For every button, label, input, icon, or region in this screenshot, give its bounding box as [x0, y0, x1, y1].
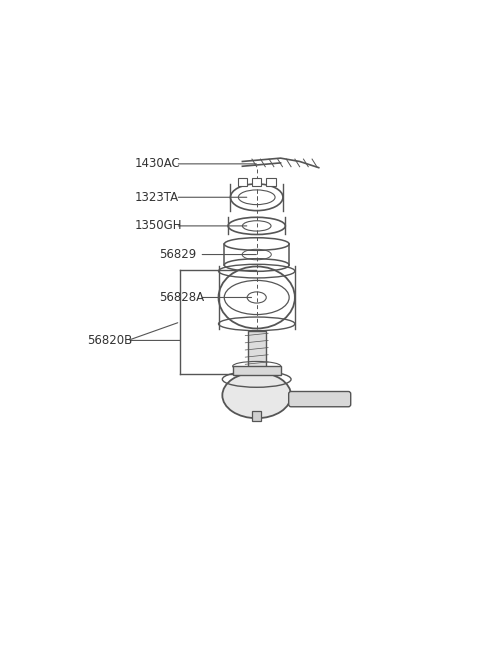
Text: 56828A: 56828A — [159, 291, 204, 304]
Text: 1323TA: 1323TA — [135, 191, 179, 204]
FancyBboxPatch shape — [288, 392, 351, 407]
Ellipse shape — [222, 373, 291, 419]
Bar — [252, 411, 261, 420]
Text: 1430AC: 1430AC — [135, 158, 181, 170]
Bar — [233, 366, 281, 374]
Bar — [266, 177, 276, 187]
Bar — [248, 331, 266, 369]
Bar — [252, 177, 262, 187]
Text: 1350GH: 1350GH — [135, 219, 182, 233]
Text: 56829: 56829 — [159, 248, 196, 261]
Bar — [238, 177, 247, 187]
Text: 56820B: 56820B — [87, 334, 132, 347]
